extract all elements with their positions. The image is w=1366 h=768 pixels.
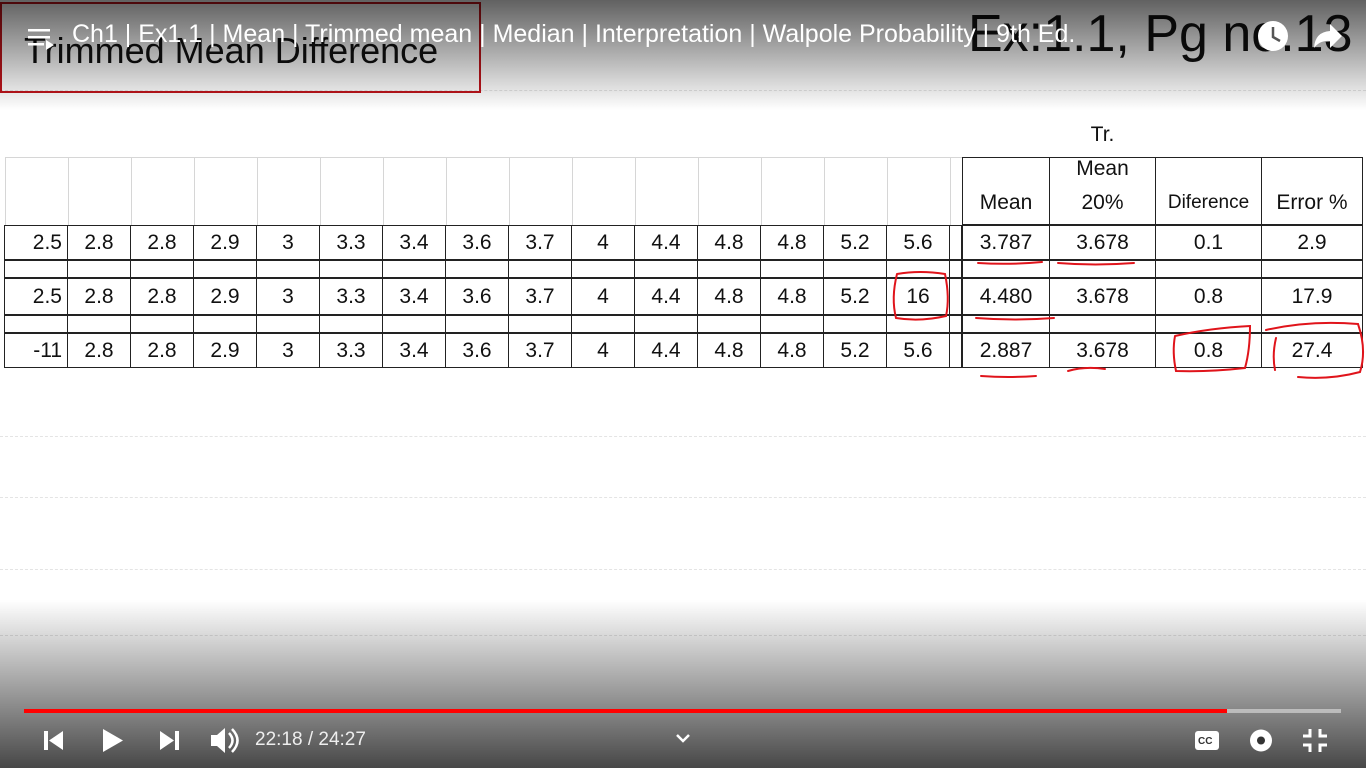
- table-cell: 5.6: [886, 225, 950, 260]
- progress-played: [24, 709, 1227, 713]
- table-cell: 16: [886, 278, 950, 315]
- watch-later-button[interactable]: [1258, 21, 1288, 51]
- spacer-cell: [949, 315, 962, 333]
- gridline: [0, 497, 1366, 498]
- next-button[interactable]: [160, 731, 179, 750]
- gridline: [0, 569, 1366, 570]
- top-gradient: [0, 0, 1366, 110]
- menu-button[interactable]: [28, 29, 54, 50]
- chapters-button[interactable]: [676, 734, 690, 743]
- spacer-cell: [949, 260, 962, 278]
- captions-icon-text: CC: [1198, 736, 1212, 747]
- spacer-cell: [1261, 315, 1363, 333]
- captions-button[interactable]: [1195, 731, 1219, 750]
- table-cell: 5.6: [886, 333, 950, 368]
- annotation: [1172, 324, 1252, 373]
- previous-button[interactable]: [44, 731, 63, 750]
- annotation: [980, 375, 1037, 378]
- annotation: [975, 317, 1055, 321]
- volume-icon-waves: [228, 728, 239, 753]
- annotation: [977, 261, 1043, 265]
- gridline: [0, 436, 1366, 437]
- annotation: [1067, 366, 1106, 372]
- annotation: [1265, 321, 1364, 379]
- spacer-cell: [1261, 260, 1363, 278]
- annotation: [892, 271, 949, 321]
- volume-button[interactable]: [211, 728, 225, 753]
- column-header: Error %: [1261, 157, 1363, 225]
- time-display: 22:18 / 24:27: [255, 729, 366, 750]
- exit-fullscreen-button[interactable]: [1303, 729, 1327, 752]
- share-button[interactable]: [1314, 24, 1342, 48]
- video-title[interactable]: Ch1 | Ex1.1 | Mean | Trimmed mean | Medi…: [72, 20, 1076, 48]
- table-cell: 17.9: [1261, 278, 1363, 315]
- settings-icon-hole: [1257, 736, 1265, 745]
- annotation: [1057, 262, 1135, 266]
- table-cell: 2.9: [1261, 225, 1363, 260]
- play-button[interactable]: [103, 729, 123, 752]
